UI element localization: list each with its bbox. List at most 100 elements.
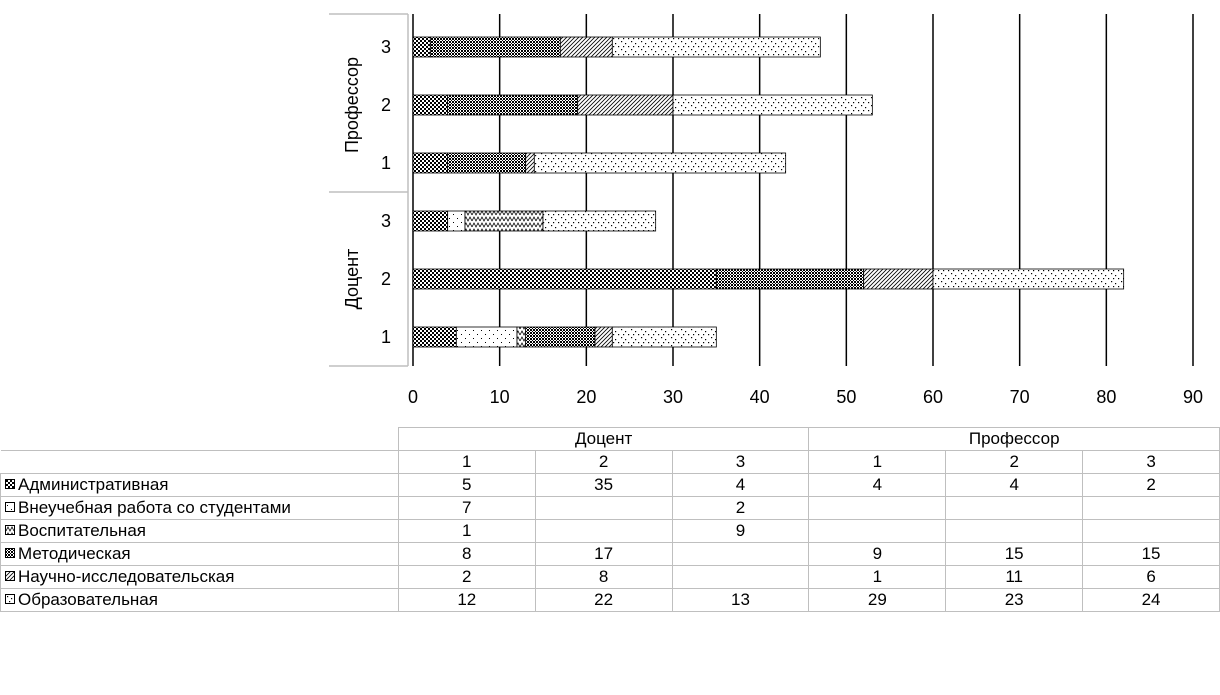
table-cell: [945, 496, 1084, 520]
legend-key-icon: [5, 502, 15, 513]
table-cell: 11: [945, 565, 1084, 589]
table-row: Научно-исследовательская 2 8 1 11 6: [0, 565, 1220, 589]
x-tick-label: 10: [490, 387, 510, 407]
bar-segment: [525, 326, 596, 348]
series-name: Образовательная: [18, 590, 158, 609]
x-tick-label: 90: [1183, 387, 1203, 407]
table-cell: [671, 542, 810, 566]
bar-segment: [412, 94, 449, 116]
table-row: Образовательная 12 22 13 29 23 24: [0, 588, 1220, 612]
table-cell: 2: [397, 565, 536, 589]
table-category-header: 3: [1082, 450, 1220, 474]
bar-segment: [412, 152, 449, 174]
bar-segment: [672, 94, 873, 116]
legend-key-icon: [5, 525, 15, 536]
table-cell: 23: [945, 588, 1084, 612]
bar-segment: [464, 210, 544, 232]
table-category-header: 1: [397, 450, 536, 474]
bar-segment: [611, 326, 717, 348]
table-category-header: 3: [671, 450, 810, 474]
x-tick-label: 70: [1010, 387, 1030, 407]
category-label: 3: [381, 37, 391, 57]
bar-segment: [559, 36, 613, 58]
group-label: Профессор: [342, 57, 362, 153]
table-cell: 1: [397, 519, 536, 543]
table-category-header: 2: [534, 450, 673, 474]
table-cell: 15: [945, 542, 1084, 566]
bar-segment: [611, 36, 821, 58]
x-tick-label: 20: [576, 387, 596, 407]
table-corner: [0, 427, 399, 451]
x-tick-label: 40: [750, 387, 770, 407]
category-label: 3: [381, 211, 391, 231]
table-row-label: Воспитательная: [0, 519, 399, 543]
table-cell: 29: [808, 588, 947, 612]
table-cell: 9: [808, 542, 947, 566]
bar-segment: [525, 152, 535, 174]
table-cell: 8: [397, 542, 536, 566]
series-name: Внеучебная работа со студентами: [18, 498, 291, 517]
table-corner: [0, 450, 399, 474]
stacked-bar-chart: 0 10 20 30 40 50 60 70 80 90 Доцент Профессор 1 2 3 1 2 3: [329, 13, 1203, 407]
table-cell: 1: [808, 565, 947, 589]
bar-segment: [412, 210, 449, 232]
x-tick-label: 30: [663, 387, 683, 407]
bar-segment: [412, 326, 457, 348]
table-row-label: Административная: [0, 473, 399, 497]
table-cell: [1082, 496, 1220, 520]
table-row-label: Внеучебная работа со студентами: [0, 496, 399, 520]
legend-key-icon: [5, 479, 15, 490]
table-row-label: Образовательная: [0, 588, 399, 612]
table-cell: 15: [1082, 542, 1220, 566]
table-cell: [808, 496, 947, 520]
legend-key-icon: [5, 571, 15, 582]
table-cell: 6: [1082, 565, 1220, 589]
category-label: 2: [381, 95, 391, 115]
bar-segment: [412, 268, 717, 290]
table-cell: 35: [534, 473, 673, 497]
bar-segment: [715, 268, 865, 290]
data-table: Доцент Профессор 1 2 3 1 2 3 Административная 5 35…: [0, 427, 1220, 612]
series-name: Воспитательная: [18, 521, 146, 540]
table-row: Внеучебная работа со студентами 7 2: [0, 496, 1220, 520]
table-cell: [671, 565, 810, 589]
table-cell: 4: [671, 473, 810, 497]
bar-segment: [447, 152, 527, 174]
table-cell: 4: [945, 473, 1084, 497]
table-cell: [534, 496, 673, 520]
table-row-label: Методическая: [0, 542, 399, 566]
table-category-header: 1: [808, 450, 947, 474]
category-label: 1: [381, 153, 391, 173]
table-cell: 2: [671, 496, 810, 520]
x-tick-label: 80: [1096, 387, 1116, 407]
group-label: Доцент: [342, 249, 362, 310]
bar-segment: [594, 326, 613, 348]
series-name: Методическая: [18, 544, 131, 563]
category-label: 2: [381, 269, 391, 289]
table-row: Воспитательная 1 9: [0, 519, 1220, 543]
bar-segment: [577, 94, 674, 116]
bar-segment: [533, 152, 787, 174]
table-row: Методическая 8 17 9 15 15: [0, 542, 1220, 566]
table-cell: 13: [671, 588, 810, 612]
table-cell: 2: [1082, 473, 1220, 497]
series-name: Административная: [18, 475, 169, 494]
table-row-label: Научно-исследовательская: [0, 565, 399, 589]
table-cell: [534, 519, 673, 543]
bar-segment: [447, 94, 579, 116]
table-cell: 24: [1082, 588, 1220, 612]
table-cell: 5: [397, 473, 536, 497]
table-category-header: 2: [945, 450, 1084, 474]
series-name: Научно-исследовательская: [18, 567, 235, 586]
legend-key-icon: [5, 594, 15, 605]
bar-segment: [516, 326, 527, 348]
bar-segment: [447, 210, 466, 232]
bar-segment: [542, 210, 657, 232]
table-cell: 12: [397, 588, 536, 612]
legend-key-icon: [5, 548, 15, 559]
table-group-header: Профессор: [808, 427, 1220, 451]
table-cell: [1082, 519, 1220, 543]
table-cell: 4: [808, 473, 947, 497]
bar-segment: [863, 268, 934, 290]
category-label: 1: [381, 327, 391, 347]
